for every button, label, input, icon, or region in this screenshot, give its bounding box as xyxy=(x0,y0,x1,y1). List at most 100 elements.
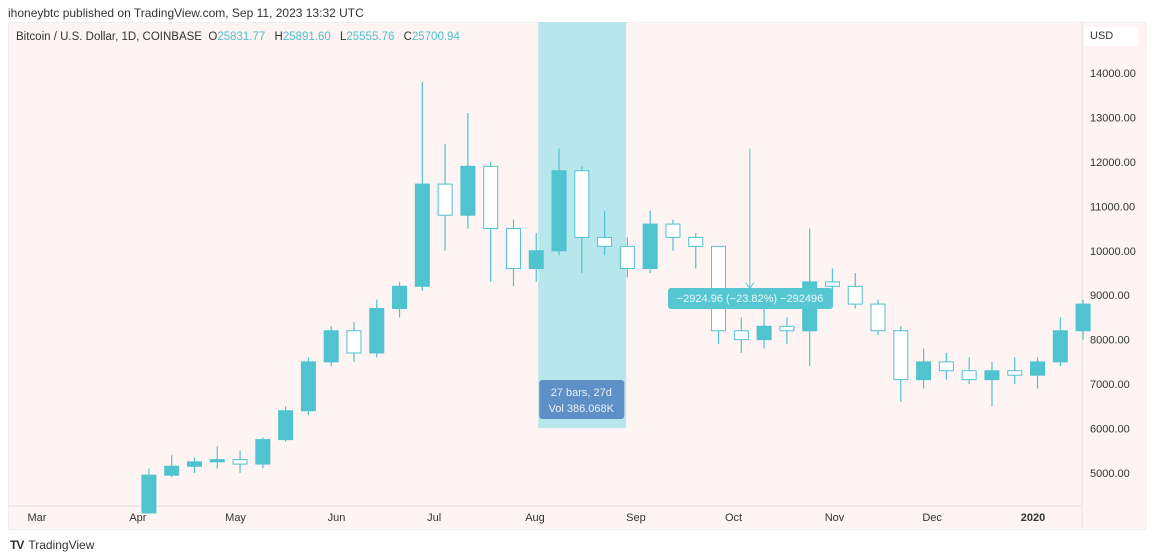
candle xyxy=(756,308,772,349)
open-value: 25831.77 xyxy=(217,31,266,43)
candle-body xyxy=(916,361,932,381)
close-label: C xyxy=(403,31,412,43)
candle xyxy=(916,348,932,389)
candle-body xyxy=(619,245,635,270)
x-tick-label: Sep xyxy=(626,512,646,524)
candle-body xyxy=(278,410,294,441)
date-range-volume-text: Vol 386.068K xyxy=(549,403,615,415)
candle-body xyxy=(938,361,954,372)
candle xyxy=(688,232,704,269)
candle xyxy=(847,272,863,309)
candle-body xyxy=(164,465,180,476)
candle xyxy=(779,317,795,345)
x-tick-label: Apr xyxy=(129,512,146,524)
candle-body xyxy=(392,285,408,310)
candle xyxy=(323,326,339,367)
candle-body xyxy=(460,165,476,216)
candle-body xyxy=(232,459,248,465)
candle xyxy=(870,299,886,336)
candle xyxy=(1007,357,1023,385)
candle xyxy=(186,457,202,473)
x-tick-label: Mar xyxy=(28,512,47,524)
candle xyxy=(551,148,567,256)
candle xyxy=(414,81,430,291)
candle xyxy=(278,406,294,442)
close-value: 25700.94 xyxy=(411,31,460,43)
candle xyxy=(665,219,681,251)
footer: TV TradingView xyxy=(10,538,94,552)
candle xyxy=(164,455,180,478)
candle-body xyxy=(414,183,430,287)
candle xyxy=(505,219,521,287)
x-tick-label: Jul xyxy=(427,512,441,524)
candle xyxy=(300,357,316,416)
candle-body xyxy=(1052,330,1068,363)
candle-body xyxy=(551,170,567,252)
candle-body xyxy=(300,361,316,412)
candle-body xyxy=(665,223,681,238)
symbol-name: Bitcoin / U.S. Dollar, 1D, COINBASE xyxy=(16,31,202,43)
candle-body xyxy=(824,281,840,287)
candle xyxy=(961,357,977,385)
x-tick-label: Oct xyxy=(725,512,742,524)
tradingview-logo-icon: TV xyxy=(10,538,24,552)
candle xyxy=(141,468,157,514)
candle xyxy=(938,352,954,380)
candle-body xyxy=(1030,361,1046,376)
currency-button[interactable]: USD xyxy=(1084,27,1138,46)
candle xyxy=(642,210,658,273)
symbol-legend: Bitcoin / U.S. Dollar, 1D, COINBASE O258… xyxy=(16,31,466,43)
measure-label-text: −2924.96 (−23.82%) −292496 xyxy=(677,293,824,305)
candle-body xyxy=(369,308,385,354)
candle-body xyxy=(528,250,544,270)
candle xyxy=(483,161,499,282)
x-tick-label: Dec xyxy=(922,512,942,524)
x-tick-label: 2020 xyxy=(1021,512,1045,524)
date-range-bars-text: 27 bars, 27d xyxy=(551,387,612,399)
publisher-line: ihoneybtc published on TradingView.com, … xyxy=(8,6,364,20)
high-label: H xyxy=(274,31,283,43)
candle xyxy=(1075,299,1091,340)
candle xyxy=(733,317,749,353)
candle-body xyxy=(961,370,977,381)
candle-body xyxy=(1075,303,1091,332)
measure-label-box xyxy=(668,288,833,309)
y-tick-label: 12000.00 xyxy=(1090,157,1136,169)
candle-body xyxy=(186,461,202,467)
y-tick-label: 13000.00 xyxy=(1090,112,1136,124)
candle-body xyxy=(847,285,863,305)
candle xyxy=(232,450,248,473)
candle-body xyxy=(255,439,271,465)
candle xyxy=(1030,357,1046,389)
candle-body xyxy=(209,459,225,463)
candle-body xyxy=(483,165,499,230)
candle xyxy=(460,112,476,229)
high-value: 25891.60 xyxy=(282,31,331,43)
candle xyxy=(893,326,909,402)
low-label: L xyxy=(339,31,347,43)
candle xyxy=(528,232,544,282)
y-tick-label: 10000.00 xyxy=(1090,246,1136,258)
candle xyxy=(255,437,271,469)
candle xyxy=(574,166,590,273)
candle-body xyxy=(893,330,909,381)
candle xyxy=(369,299,385,358)
candle-body xyxy=(505,228,521,270)
x-tick-label: Aug xyxy=(525,512,545,524)
candle-body xyxy=(141,474,157,514)
y-tick-label: 14000.00 xyxy=(1090,68,1136,80)
open-label: O xyxy=(208,31,218,43)
candle xyxy=(597,210,613,256)
candle-body xyxy=(437,183,453,216)
candle-body xyxy=(984,370,1000,381)
candle-body xyxy=(870,303,886,332)
y-tick-label: 5000.00 xyxy=(1090,468,1130,480)
y-tick-label: 6000.00 xyxy=(1090,424,1130,436)
candle-body xyxy=(779,325,795,332)
candle-body xyxy=(1007,370,1023,376)
candle xyxy=(984,361,1000,407)
candle-body xyxy=(323,330,339,363)
date-range-label-box xyxy=(539,380,625,419)
y-tick-label: 9000.00 xyxy=(1090,290,1130,302)
